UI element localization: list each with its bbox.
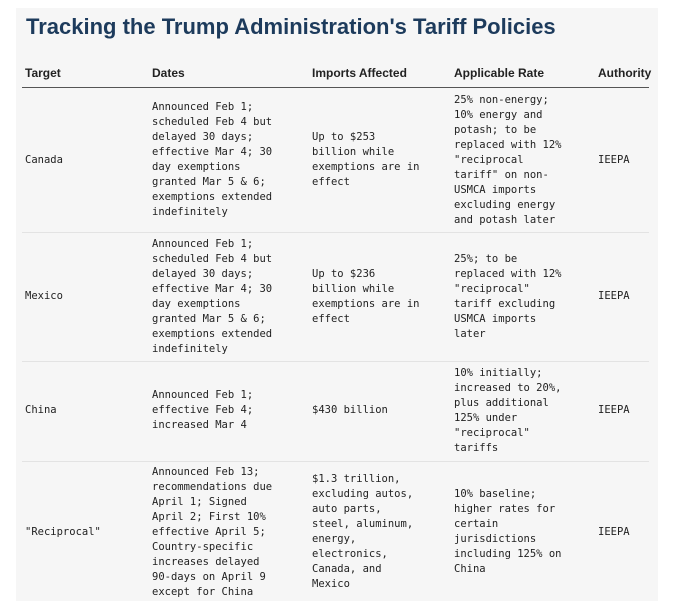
row-canada-authority: IEEPA — [598, 154, 630, 166]
column-header-rate: Applicable Rate — [454, 66, 545, 80]
row-divider — [22, 361, 649, 362]
row-reciprocal-imports: $1.3 trillion, excluding autos, auto par… — [312, 473, 414, 590]
row-divider — [22, 232, 649, 233]
column-header-authority: Authority — [598, 66, 652, 80]
row-reciprocal-dates: Announced Feb 13; recommendations due Ap… — [152, 466, 273, 598]
row-canada-imports: Up to $253 billion while exemptions are … — [312, 131, 420, 188]
row-china-authority: IEEPA — [598, 404, 630, 416]
column-header-dates: Dates — [152, 66, 185, 80]
table-panel — [16, 8, 658, 601]
row-reciprocal-authority: IEEPA — [598, 526, 630, 538]
row-divider — [22, 461, 649, 462]
column-header-target: Target — [25, 66, 61, 80]
row-mexico-target: Mexico — [25, 290, 63, 302]
page-title: Tracking the Trump Administration's Tari… — [26, 14, 556, 39]
row-mexico-rate: 25%; to be replaced with 12% "reciprocal… — [454, 253, 562, 340]
row-mexico-dates: Announced Feb 1; scheduled Feb 4 but del… — [152, 238, 273, 355]
row-reciprocal-rate: 10% baseline; higher rates for certain j… — [454, 488, 562, 575]
row-canada-rate: 25% non-energy; 10% energy and potash; t… — [454, 94, 562, 226]
row-canada-dates: Announced Feb 1; scheduled Feb 4 but del… — [152, 101, 273, 218]
row-mexico-authority: IEEPA — [598, 290, 630, 302]
row-mexico-imports: Up to $236 billion while exemptions are … — [312, 268, 420, 325]
header-divider — [22, 87, 649, 88]
column-header-imports: Imports Affected — [312, 66, 407, 80]
row-china-imports: $430 billion — [312, 404, 388, 416]
row-reciprocal-target: "Reciprocal" — [25, 526, 101, 538]
row-china-target: China — [25, 404, 57, 416]
row-china-dates: Announced Feb 1; effective Feb 4; increa… — [152, 389, 254, 431]
row-canada-target: Canada — [25, 154, 63, 166]
row-china-rate: 10% initially; increased to 20%, plus ad… — [454, 367, 562, 454]
